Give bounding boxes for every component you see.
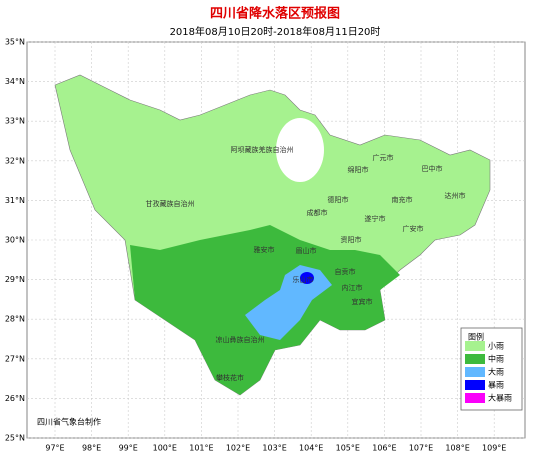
city-label: 巴中市 [422,164,443,173]
city-label: 广元市 [373,153,394,162]
legend-swatch [465,354,485,364]
lon-label: 104°E [299,444,323,453]
lon-label: 99°E [119,444,138,453]
lat-label: 29°N [5,275,25,284]
city-label: 阿坝藏族羌族自治州 [231,145,294,154]
city-label: 资阳市 [341,235,362,244]
lon-label: 105°E [336,444,360,453]
legend-swatch [465,380,485,390]
credit: 四川省气象台制作 [37,417,101,427]
legend-label: 小雨 [488,342,504,351]
lon-label: 106°E [372,444,396,453]
lon-label: 101°E [189,444,213,453]
city-label: 绵阳市 [348,165,369,174]
no-rain-area [276,118,324,182]
legend-swatch [465,393,485,403]
title: 四川省降水落区预报图 [210,6,340,22]
city-label: 广安市 [403,224,424,233]
city-label: 成都市 [307,208,328,217]
legend-swatch [465,341,485,351]
city-label: 自贡市 [335,267,356,276]
city-label: 南充市 [392,195,413,204]
city-label: 内江市 [342,283,363,292]
lon-label: 107°E [409,444,433,453]
heavy-rain-area [245,265,332,340]
lat-label: 28°N [5,315,25,324]
legend-label: 大暴雨 [488,393,512,403]
lon-label: 98°E [82,444,101,453]
lat-label: 35°N [5,38,25,47]
city-label: 凉山彝族自治州 [216,335,265,344]
city-label: 遂宁市 [365,214,386,223]
legend-label: 大雨 [488,367,504,377]
city-label: 眉山市 [296,246,317,255]
lat-label: 30°N [5,236,25,245]
subtitle: 2018年08月10日20时-2018年08月11日20时 [170,25,381,38]
legend-label: 暴雨 [488,381,504,390]
city-label: 乐山市 [293,275,314,284]
city-label: 甘孜藏族自治州 [146,199,195,208]
lon-label: 109°E [482,444,506,453]
lon-label: 108°E [445,444,469,453]
legend-swatch [465,367,485,377]
legend-label: 中雨 [488,354,504,364]
lon-label: 97°E [45,444,64,453]
lat-label: 25°N [5,434,25,443]
lon-label: 100°E [153,444,177,453]
lon-label: 103°E [262,444,286,453]
lat-label: 31°N [5,196,25,205]
lon-label: 102°E [226,444,250,453]
lat-label: 34°N [5,77,25,86]
city-label: 攀枝花市 [216,373,244,382]
lat-label: 32°N [5,156,25,165]
city-label: 雅安市 [254,245,275,254]
lat-label: 26°N [5,394,25,403]
lat-label: 27°N [5,354,25,363]
city-label: 德阳市 [328,195,349,204]
city-label: 达州市 [445,191,466,200]
city-label: 宜宾市 [352,297,373,306]
lat-label: 33°N [5,117,25,126]
rainstorm-area [300,272,314,284]
legend-title: 图例 [468,332,484,342]
